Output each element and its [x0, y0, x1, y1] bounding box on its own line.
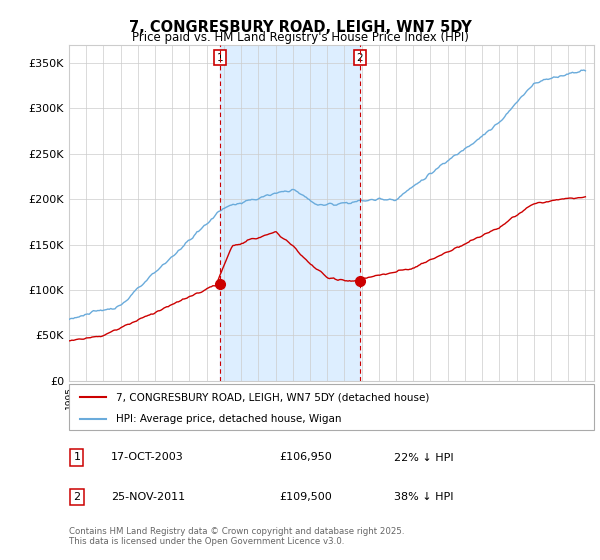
Text: 38% ↓ HPI: 38% ↓ HPI: [395, 492, 454, 502]
Text: 2: 2: [356, 53, 363, 63]
Text: 1: 1: [73, 452, 80, 463]
Bar: [220, 45, 360, 381]
Text: 7, CONGRESBURY ROAD, LEIGH, WN7 5DY: 7, CONGRESBURY ROAD, LEIGH, WN7 5DY: [128, 20, 472, 35]
FancyBboxPatch shape: [69, 384, 594, 430]
Text: 25-NOV-2011: 25-NOV-2011: [111, 492, 185, 502]
Text: Contains HM Land Registry data © Crown copyright and database right 2025.
This d: Contains HM Land Registry data © Crown c…: [69, 526, 404, 546]
Text: HPI: Average price, detached house, Wigan: HPI: Average price, detached house, Wiga…: [116, 414, 342, 423]
Text: 17-OCT-2003: 17-OCT-2003: [111, 452, 184, 463]
Text: 22% ↓ HPI: 22% ↓ HPI: [395, 452, 454, 463]
Text: £109,500: £109,500: [279, 492, 332, 502]
Text: 7, CONGRESBURY ROAD, LEIGH, WN7 5DY (detached house): 7, CONGRESBURY ROAD, LEIGH, WN7 5DY (det…: [116, 392, 430, 402]
Text: 2: 2: [73, 492, 80, 502]
Text: Price paid vs. HM Land Registry's House Price Index (HPI): Price paid vs. HM Land Registry's House …: [131, 31, 469, 44]
Text: £106,950: £106,950: [279, 452, 332, 463]
Text: 1: 1: [217, 53, 224, 63]
